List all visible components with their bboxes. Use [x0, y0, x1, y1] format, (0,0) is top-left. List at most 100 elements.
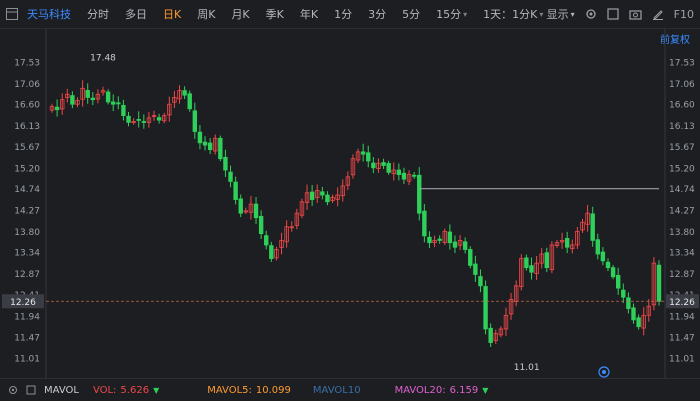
- candle-body[interactable]: [299, 201, 305, 216]
- tab-5[interactable]: 季K: [258, 0, 292, 28]
- candle-body[interactable]: [442, 230, 447, 243]
- candle-body[interactable]: [248, 203, 254, 213]
- candle-body[interactable]: [641, 314, 646, 329]
- tab-2[interactable]: 日K: [155, 0, 189, 28]
- candle-body[interactable]: [493, 333, 498, 341]
- candle-body[interactable]: [95, 93, 101, 100]
- candle-body[interactable]: [462, 241, 468, 250]
- candle-body[interactable]: [213, 137, 218, 152]
- candle-body[interactable]: [90, 97, 96, 101]
- candle-body[interactable]: [585, 212, 590, 225]
- candle-body[interactable]: [253, 203, 259, 219]
- candle-body[interactable]: [167, 103, 172, 116]
- candle-body[interactable]: [549, 244, 555, 271]
- candle-body[interactable]: [258, 215, 264, 235]
- candle-body[interactable]: [233, 181, 238, 200]
- candle-body[interactable]: [457, 240, 463, 246]
- candle-body[interactable]: [452, 241, 458, 248]
- candle-body[interactable]: [432, 240, 437, 244]
- candle-body[interactable]: [615, 274, 621, 289]
- candle-body[interactable]: [371, 162, 376, 169]
- stock-name[interactable]: 天马科技: [27, 8, 71, 21]
- candle-body[interactable]: [131, 121, 136, 123]
- candle-body[interactable]: [264, 235, 269, 246]
- candle-body[interactable]: [60, 99, 65, 110]
- candle-body[interactable]: [182, 90, 187, 96]
- candle-body[interactable]: [279, 240, 284, 248]
- candle-body[interactable]: [539, 253, 544, 264]
- candle-body[interactable]: [192, 110, 198, 132]
- candle-body[interactable]: [70, 95, 75, 105]
- candle-body[interactable]: [187, 93, 192, 110]
- tab-6[interactable]: 年K: [292, 0, 326, 28]
- tab-11[interactable]: 1天：1分K ▾: [475, 0, 551, 28]
- candle-body[interactable]: [575, 230, 580, 246]
- candle-body[interactable]: [269, 245, 274, 259]
- candle-body[interactable]: [315, 190, 320, 198]
- candle-body[interactable]: [468, 249, 473, 266]
- candle-body[interactable]: [80, 87, 85, 100]
- candle-body[interactable]: [646, 305, 651, 316]
- candle-body[interactable]: [156, 117, 162, 121]
- candle-body[interactable]: [75, 100, 80, 105]
- candle-body[interactable]: [519, 258, 524, 287]
- candle-body[interactable]: [508, 299, 514, 315]
- candle-body[interactable]: [600, 251, 606, 262]
- candle-body[interactable]: [621, 289, 626, 298]
- candle-body[interactable]: [391, 169, 396, 175]
- candle-body[interactable]: [304, 192, 310, 203]
- settings-icon[interactable]: [8, 385, 18, 395]
- candle-body[interactable]: [401, 172, 407, 180]
- candle-body[interactable]: [350, 158, 356, 176]
- candle-body[interactable]: [136, 119, 141, 121]
- candle-body[interactable]: [656, 264, 662, 302]
- tab-0[interactable]: 分时: [79, 0, 117, 28]
- candle-body[interactable]: [534, 262, 539, 274]
- candle-body[interactable]: [605, 261, 611, 269]
- candle-body[interactable]: [49, 106, 55, 111]
- candle-body[interactable]: [360, 151, 366, 155]
- candle-body[interactable]: [636, 317, 641, 328]
- candle-body[interactable]: [376, 162, 381, 169]
- candle-body[interactable]: [473, 263, 478, 275]
- candle-body[interactable]: [218, 137, 223, 160]
- candle-body[interactable]: [274, 249, 279, 259]
- candle-body[interactable]: [406, 174, 412, 182]
- f10-button[interactable]: F10: [673, 7, 694, 21]
- candle-body[interactable]: [243, 210, 249, 213]
- square-icon[interactable]: [607, 8, 619, 20]
- price-adjust-button[interactable]: 前复权: [660, 35, 690, 46]
- candle-body[interactable]: [610, 267, 616, 278]
- tab-10[interactable]: 15分 ▾: [428, 0, 475, 28]
- candle-body[interactable]: [172, 97, 177, 103]
- candle-body[interactable]: [85, 89, 90, 98]
- camera-icon[interactable]: [629, 8, 642, 20]
- kline-svg[interactable]: 17.53 17.53 17.06 17.06 16.60 16.60 16.13 16.13…: [0, 28, 700, 378]
- candle-body[interactable]: [228, 171, 233, 182]
- candle-body[interactable]: [355, 151, 361, 161]
- candle-body[interactable]: [570, 244, 575, 249]
- candle-body[interactable]: [396, 169, 402, 175]
- candle-body[interactable]: [411, 174, 417, 177]
- candle-body[interactable]: [289, 226, 294, 229]
- candle-body[interactable]: [65, 93, 70, 99]
- candle-body[interactable]: [284, 226, 289, 243]
- candle-body[interactable]: [54, 106, 60, 111]
- settings-icon[interactable]: [585, 8, 597, 20]
- candle-body[interactable]: [417, 174, 422, 214]
- candle-body[interactable]: [524, 257, 529, 269]
- candle-body[interactable]: [559, 240, 565, 243]
- candle-body[interactable]: [294, 212, 300, 226]
- candle-body[interactable]: [177, 90, 182, 100]
- candle-body[interactable]: [554, 242, 560, 247]
- candle-body[interactable]: [595, 239, 600, 255]
- candle-body[interactable]: [437, 238, 442, 241]
- candle-body[interactable]: [335, 194, 340, 200]
- candle-body[interactable]: [529, 265, 534, 273]
- tab-7[interactable]: 1分: [326, 0, 360, 28]
- candle-body[interactable]: [483, 286, 488, 330]
- candle-body[interactable]: [146, 117, 152, 123]
- candle-body[interactable]: [207, 142, 213, 151]
- candle-body[interactable]: [223, 156, 228, 171]
- at-marker-icon[interactable]: [598, 366, 610, 378]
